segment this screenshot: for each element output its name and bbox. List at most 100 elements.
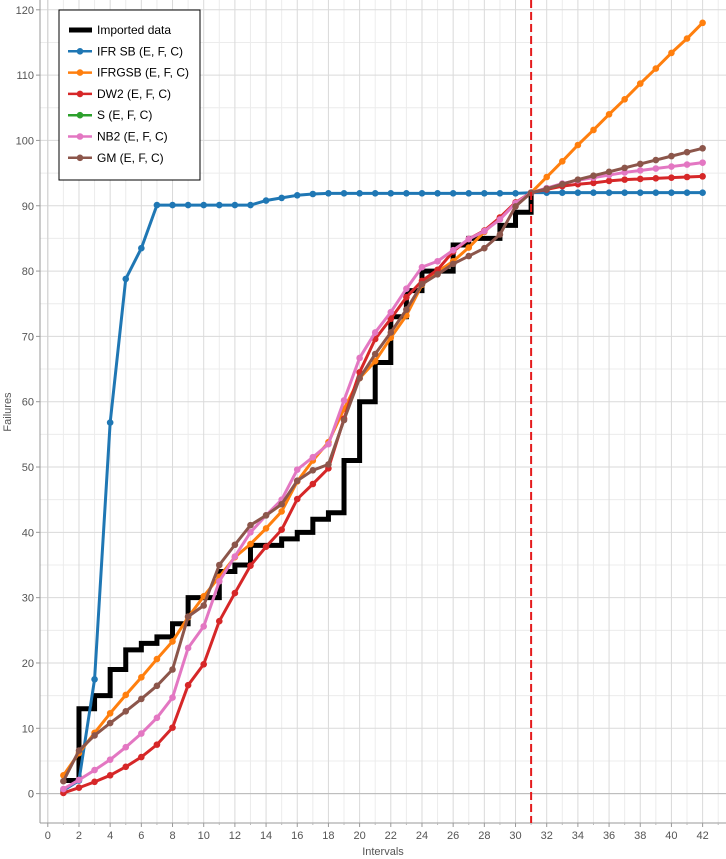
data-point-dw2 — [200, 660, 208, 668]
data-point-nb2 — [184, 644, 192, 652]
data-point-nb2 — [465, 235, 473, 243]
data-point-ifrgsb — [247, 540, 254, 548]
data-point-gm — [247, 521, 254, 529]
data-point-dw2 — [75, 784, 83, 792]
data-point-nb2 — [434, 257, 441, 265]
data-point-ifrgsb — [153, 655, 161, 663]
y-tick-label: 50 — [22, 462, 34, 474]
legend-label: DW2 (E, F, C) — [97, 87, 171, 101]
data-point-nb2 — [215, 578, 223, 585]
data-point-gm — [683, 148, 691, 156]
data-point-gm — [262, 512, 270, 519]
data-point-ifrgsb — [169, 638, 176, 645]
data-point-ifr — [184, 201, 192, 209]
data-point-dw2 — [668, 174, 675, 181]
data-point-ifrgsb — [636, 80, 644, 87]
data-point-nb2 — [496, 216, 504, 223]
data-point-gm — [465, 252, 473, 260]
data-point-ifr — [683, 189, 691, 196]
series-line-nb2 — [62, 161, 703, 791]
data-point-ifrgsb — [371, 357, 379, 365]
legend-label: GM (E, F, C) — [97, 151, 164, 165]
data-point-ifrgsb — [122, 691, 130, 699]
data-point-dw2 — [699, 173, 706, 180]
data-point-nb2 — [106, 756, 114, 763]
data-point-dw2 — [247, 562, 254, 569]
data-point-ifr — [496, 190, 504, 197]
y-tick-label: 100 — [16, 135, 34, 147]
data-point-ifr — [403, 190, 410, 197]
data-point-nb2 — [231, 553, 239, 560]
legend-swatch-marker — [76, 69, 84, 76]
data-point-gm — [512, 203, 519, 210]
data-point-ifrgsb — [543, 173, 551, 181]
data-point-ifr — [465, 190, 473, 197]
legend-label: Imported data — [97, 23, 171, 37]
data-point-gm — [418, 280, 426, 288]
data-point-ifrgsb — [278, 508, 285, 515]
legend-swatch-marker — [76, 90, 84, 98]
x-tick-label: 40 — [665, 830, 677, 842]
data-point-gm — [325, 461, 332, 468]
data-point-gm — [449, 260, 457, 268]
data-point-nb2 — [668, 163, 675, 170]
legend-entry: NB2 (E, F, C) — [68, 130, 168, 144]
series-line-ifrgsb — [62, 21, 704, 777]
y-tick-label: 10 — [22, 723, 34, 735]
data-point-gm — [169, 666, 176, 673]
x-tick-label: 14 — [260, 830, 272, 842]
data-point-ifr — [621, 189, 628, 196]
data-point-ifr — [668, 189, 675, 196]
legend-box — [58, 9, 201, 181]
data-point-gm — [215, 561, 223, 569]
x-tick-label: 8 — [169, 830, 175, 842]
data-point-gm — [590, 172, 597, 180]
legend-label: IFRGSB (E, F, C) — [97, 66, 189, 80]
data-point-dw2 — [91, 778, 98, 786]
data-point-ifr — [247, 201, 254, 209]
data-point-dw2 — [231, 589, 239, 597]
data-point-nb2 — [371, 329, 379, 336]
data-point-ifr — [356, 190, 363, 197]
x-tick-label: 18 — [322, 830, 334, 842]
data-point-gm — [605, 168, 613, 176]
data-point-ifrgsb — [558, 158, 566, 165]
data-point-nb2 — [309, 453, 317, 461]
y-tick-label: 110 — [16, 70, 34, 82]
data-point-dw2 — [605, 177, 613, 185]
data-point-nb2 — [153, 714, 161, 722]
data-point-dw2 — [387, 315, 395, 323]
x-tick-label: 0 — [45, 830, 51, 842]
data-point-ifr — [200, 201, 208, 209]
data-point-ifrgsb — [699, 19, 706, 27]
data-point-nb2 — [247, 529, 254, 536]
data-point-dw2 — [153, 741, 161, 748]
data-point-dw2 — [403, 293, 410, 301]
data-point-nb2 — [138, 730, 145, 737]
data-point-ifr — [512, 190, 519, 197]
data-point-gm — [340, 416, 348, 424]
data-point-gm — [231, 541, 239, 549]
x-tick-label: 28 — [478, 830, 490, 842]
data-point-nb2 — [60, 785, 67, 793]
data-point-dw2 — [621, 176, 628, 183]
data-point-nb2 — [293, 466, 301, 473]
x-tick-label: 20 — [353, 830, 365, 842]
y-tick-label: 120 — [16, 5, 34, 17]
data-point-dw2 — [293, 495, 301, 503]
data-point-dw2 — [590, 179, 597, 187]
data-point-gm — [699, 144, 706, 152]
data-point-ifr — [418, 190, 426, 197]
data-point-gm — [652, 156, 660, 164]
data-point-ifrgsb — [465, 244, 473, 251]
legend-entry: GM (E, F, C) — [68, 151, 164, 165]
legend-entry: DW2 (E, F, C) — [68, 87, 171, 101]
data-point-gm — [621, 164, 628, 172]
x-tick-label: 36 — [603, 830, 615, 842]
legend-swatch-marker — [76, 48, 84, 55]
grid — [40, 0, 726, 823]
data-point-dw2 — [215, 617, 223, 625]
legend-entry: IFR SB (E, F, C) — [68, 44, 183, 58]
